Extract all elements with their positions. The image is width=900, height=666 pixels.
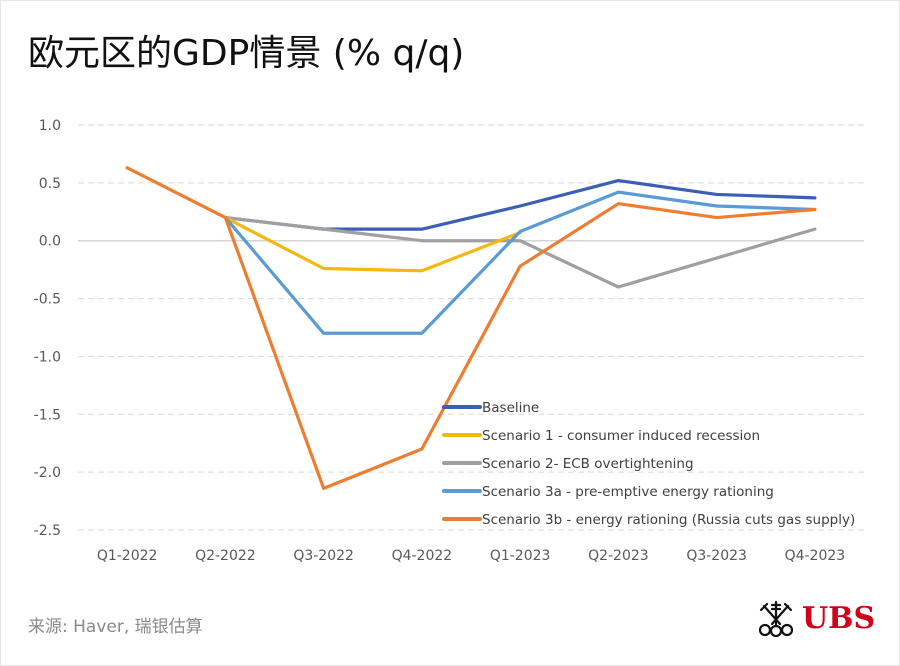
legend: Baseline Scenario 1 - consumer induced re… xyxy=(442,400,855,528)
y-tick-label: -2.0 xyxy=(34,465,61,481)
x-tick-label: Q4-2022 xyxy=(392,548,453,564)
series-line-2 xyxy=(223,215,817,289)
series-lines xyxy=(125,166,817,490)
x-tick-label: Q2-2022 xyxy=(195,548,256,564)
source-note: 来源: Haver, 瑞银估算 xyxy=(28,617,203,637)
legend-item: Baseline xyxy=(442,400,539,416)
y-tick-label: -1.0 xyxy=(34,349,61,365)
series-line-3 xyxy=(223,190,817,335)
y-tick-label: -2.5 xyxy=(34,523,61,539)
x-tick-label: Q1-2022 xyxy=(97,548,158,564)
legend-label: Scenario 3b - energy rationing (Russia c… xyxy=(482,512,855,528)
brand-name: UBS xyxy=(802,600,876,636)
y-tick-label: -1.5 xyxy=(34,407,61,423)
legend-item: Scenario 3b - energy rationing (Russia c… xyxy=(442,512,855,528)
y-tick-label: -0.5 xyxy=(34,292,61,308)
legend-label: Baseline xyxy=(482,400,539,416)
y-axis-ticks: 1.0 0.5 0.0 -0.5 -1.0 -1.5 -2.0 -2.5 xyxy=(34,118,61,539)
legend-item: Scenario 1 - consumer induced recession xyxy=(442,428,760,444)
legend-item: Scenario 2- ECB overtightening xyxy=(442,456,694,472)
y-tick-label: 0.0 xyxy=(39,234,61,250)
x-axis-ticks: Q1-2022 Q2-2022 Q3-2022 Q4-2022 Q1-2023 Q2-20… xyxy=(97,548,845,564)
x-tick-label: Q4-2023 xyxy=(785,548,846,564)
x-tick-label: Q2-2023 xyxy=(588,548,649,564)
ubs-logo: UBS xyxy=(756,598,875,638)
x-tick-label: Q3-2023 xyxy=(686,548,747,564)
chart-title: 欧元区的GDP情景 (% q/q) xyxy=(28,33,465,74)
y-tick-label: 1.0 xyxy=(39,118,61,134)
legend-label: Scenario 1 - consumer induced recession xyxy=(482,428,760,444)
legend-label: Scenario 2- ECB overtightening xyxy=(482,456,694,472)
x-tick-label: Q1-2023 xyxy=(490,548,551,564)
gridlines xyxy=(78,124,864,531)
legend-label: Scenario 3a - pre-emptive energy rationi… xyxy=(482,484,774,500)
x-tick-label: Q3-2022 xyxy=(293,548,354,564)
series-line-4 xyxy=(125,166,817,490)
y-tick-label: 0.5 xyxy=(39,176,61,192)
series-line-1 xyxy=(223,215,522,273)
three-keys-icon xyxy=(758,600,794,638)
legend-item: Scenario 3a - pre-emptive energy rationi… xyxy=(442,484,774,500)
